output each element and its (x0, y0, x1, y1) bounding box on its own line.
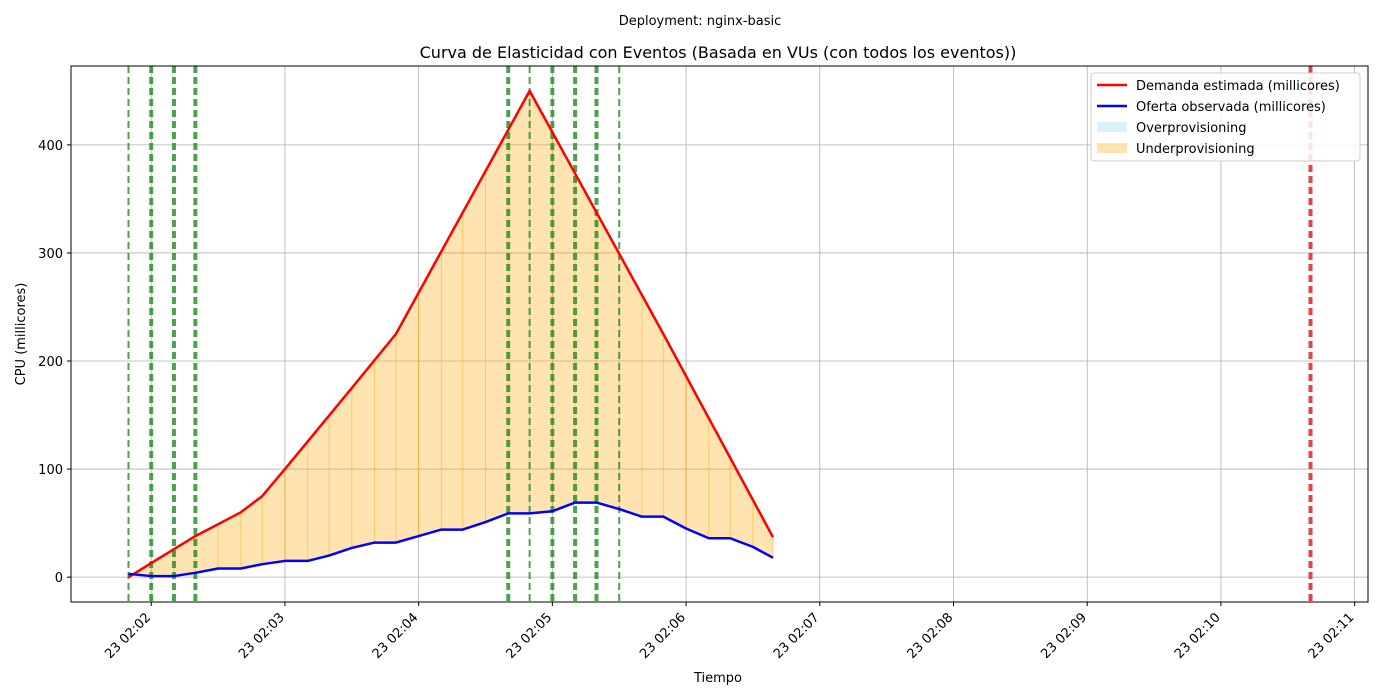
x-tick-label: 23 02:03 (236, 610, 288, 662)
legend-swatch-over (1097, 122, 1127, 132)
x-tick-label: 23 02:02 (102, 610, 154, 662)
x-tick-label: 23 02:09 (1038, 610, 1090, 662)
chart-suptitle: Deployment: nginx-basic (619, 14, 782, 29)
x-tick-label: 23 02:06 (637, 610, 689, 662)
x-axis-label: Tiempo (693, 671, 742, 686)
demand-line (127, 89, 775, 579)
x-tick-label: 23 02:10 (1172, 610, 1224, 662)
legend-box (1090, 72, 1361, 162)
x-tick-label: 23 02:07 (771, 610, 823, 662)
x-tick-label: 23 02:08 (905, 610, 957, 662)
legend-label-under: Underprovisioning (1136, 142, 1255, 157)
chart-title: Curva de Elasticidad con Eventos (Basada… (420, 43, 1017, 62)
legend-label-over: Overprovisioning (1136, 121, 1247, 136)
grid (71, 66, 1368, 602)
underprovisioning-fill (128, 90, 773, 578)
y-tick-label: 0 (55, 571, 63, 586)
underprovisioning-area (127, 90, 774, 578)
legend-label-demand: Demanda estimada (millicores) (1136, 79, 1340, 94)
series-lines (127, 89, 775, 579)
x-tick-label: 23 02:05 (503, 610, 555, 662)
legend-swatch-under (1097, 143, 1127, 153)
x-tick-label: 23 02:04 (370, 610, 422, 662)
y-axis-label: CPU (millicores) (14, 283, 29, 386)
supply-line (128, 501, 774, 578)
event-lines (127, 66, 1313, 602)
plot-frame (70, 65, 1369, 603)
y-tick-label: 400 (38, 139, 63, 154)
legend: Demanda estimada (millicores) Oferta obs… (1090, 72, 1361, 162)
y-tick-label: 100 (38, 463, 63, 478)
x-tick-label: 23 02:11 (1306, 610, 1358, 662)
y-tick-label: 200 (38, 355, 63, 370)
legend-label-supply: Oferta observada (millicores) (1136, 100, 1326, 115)
y-tick-label: 300 (38, 247, 63, 262)
